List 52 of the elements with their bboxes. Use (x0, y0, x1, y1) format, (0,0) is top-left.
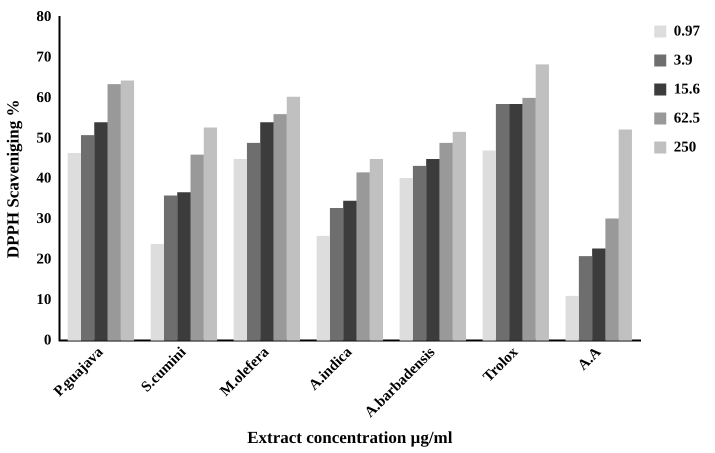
y-axis-title: DPPH Scaveniging % (4, 100, 23, 258)
bar (343, 200, 356, 341)
bar (190, 154, 204, 341)
bar (452, 132, 466, 341)
bar (164, 195, 178, 341)
bar (234, 159, 247, 341)
bar (522, 98, 536, 341)
bar (370, 159, 384, 341)
legend-label: 62.5 (674, 110, 700, 126)
bar (246, 142, 260, 341)
bar (618, 130, 632, 341)
x-axis-title: Extract concentration µg/ml (247, 428, 453, 448)
bar (330, 208, 344, 341)
bar (509, 104, 522, 341)
y-tick-label: 20 (36, 252, 52, 268)
bar (496, 104, 510, 341)
bar (120, 80, 134, 341)
bar (150, 244, 164, 341)
bar (68, 152, 81, 341)
bar (108, 84, 121, 341)
bar (400, 178, 413, 341)
bar (273, 114, 287, 341)
bar (605, 218, 619, 341)
bar (482, 150, 496, 341)
legend-label: 3.9 (674, 52, 692, 68)
y-tick-label: 60 (36, 90, 52, 106)
y-tick-label: 70 (36, 49, 52, 66)
bar (592, 248, 606, 341)
bar (94, 122, 108, 341)
legend-label: 250 (674, 139, 696, 156)
y-tick-label: 80 (36, 8, 52, 25)
bar (316, 236, 330, 341)
y-tick-label: 0 (44, 332, 52, 349)
legend-label: 0.97 (674, 23, 700, 40)
bar (356, 172, 370, 341)
bar (260, 122, 274, 341)
x-tick-label: A.A (575, 344, 604, 374)
legend-label: 15.6 (674, 81, 700, 98)
bar (286, 96, 300, 341)
bar (204, 127, 218, 341)
bar (412, 166, 426, 341)
bar (80, 135, 94, 341)
y-tick-label: 50 (36, 130, 52, 146)
bar (536, 64, 549, 341)
y-tick-label: 40 (36, 170, 52, 187)
y-tick-label: 10 (36, 292, 52, 308)
bar (426, 159, 440, 341)
bar (177, 192, 191, 341)
bar (566, 296, 579, 341)
bar (578, 256, 592, 341)
bar (439, 142, 453, 341)
y-tick-label: 30 (36, 211, 52, 228)
